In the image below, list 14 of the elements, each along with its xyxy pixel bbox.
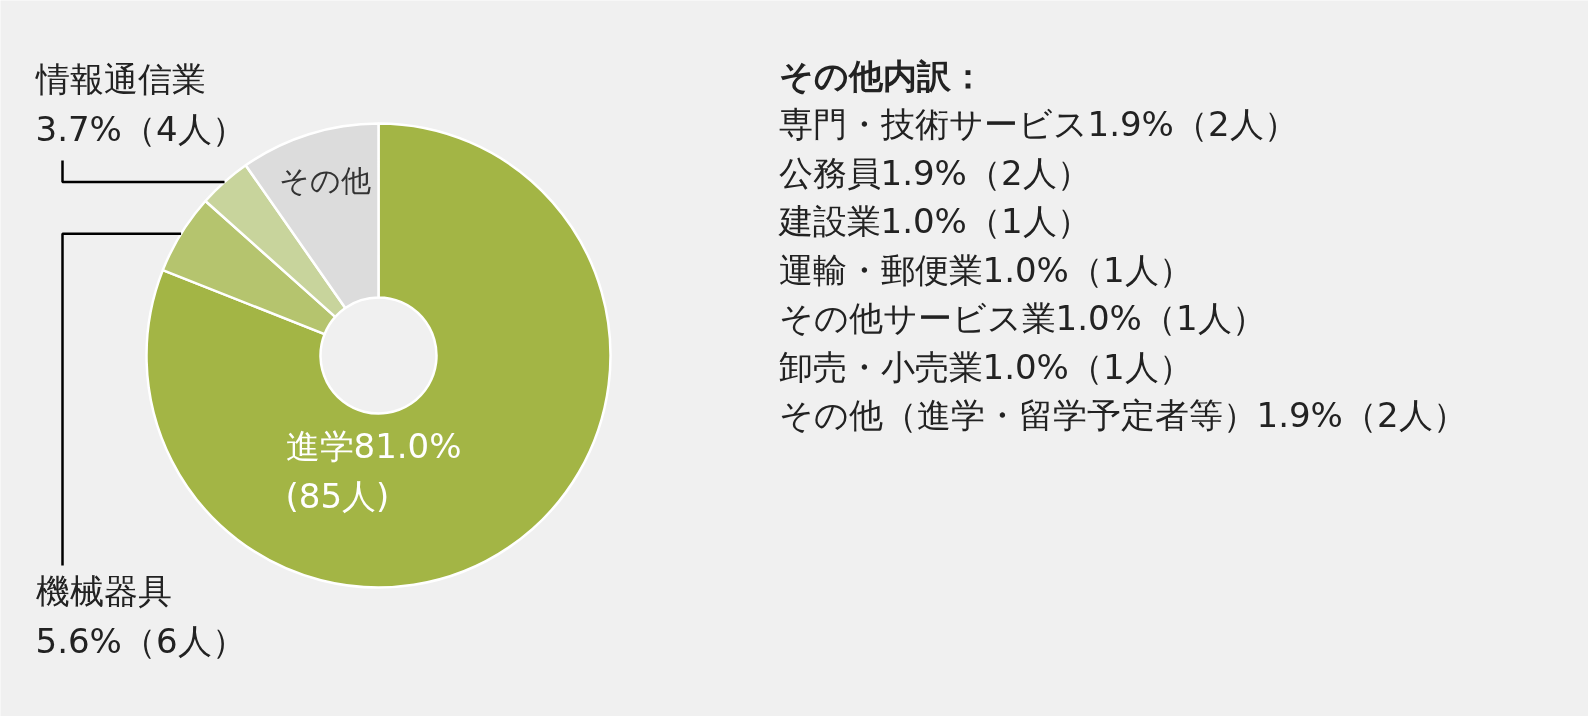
text: 建設業1.0%（1人） [777, 201, 1091, 241]
slice-label: 進学81.0% (85人) [285, 425, 462, 516]
text: その他サービス業1.0%（1人） [778, 298, 1266, 338]
data-label: 5.6%（6人） [35, 620, 246, 661]
slice-label: その他 [278, 163, 371, 198]
text: その他（進学・留学予定者等）1.9%（2人） [778, 395, 1467, 435]
slice-label: 機械器具 [35, 570, 172, 611]
slice-label: 情報通信業 [34, 58, 206, 99]
text: その他内訳： [778, 55, 985, 96]
text: 運輸・郵便業1.0%（1人） [778, 249, 1193, 290]
data-label: 3.7%（4人） [35, 108, 246, 149]
text: 卸売・小売業1.0%（1人） [778, 346, 1193, 387]
text: 公務員1.9%（2人） [778, 152, 1091, 193]
text: 専門・技術サービス1.9%（2人） [778, 104, 1298, 144]
